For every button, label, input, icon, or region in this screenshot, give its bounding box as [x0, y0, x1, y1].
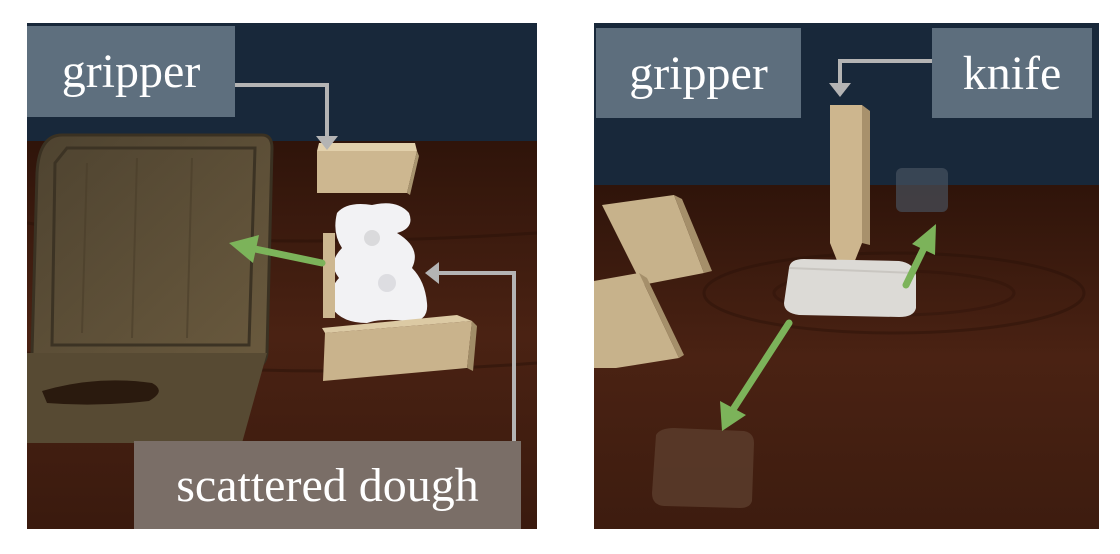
knife	[830, 105, 870, 283]
gripper-blocks-left	[594, 195, 712, 368]
scene-panel-right: gripper knife	[594, 23, 1099, 529]
knife-label: knife	[932, 28, 1092, 118]
dough	[323, 203, 428, 323]
green-motion-arrow-up	[902, 224, 936, 289]
gripper-callout-line	[235, 83, 329, 138]
gripper-block-bottom	[322, 315, 477, 381]
left-scene-image	[27, 23, 537, 529]
cutting-board	[27, 133, 274, 443]
dough-block	[784, 259, 916, 317]
scattered-dough-label: scattered dough	[134, 441, 521, 529]
green-motion-arrow-down	[720, 319, 793, 431]
gripper-callout-arrowhead	[316, 136, 338, 150]
dough-callout-arrowhead	[425, 262, 439, 284]
scene-panel-left: gripper scattered dough	[27, 23, 537, 529]
knife-callout-arrowhead	[829, 83, 851, 97]
green-motion-arrow	[229, 235, 326, 267]
gripper-label: gripper	[596, 28, 801, 118]
dough-piece-cut	[652, 428, 754, 508]
target-cube-ghost	[896, 168, 948, 212]
gripper-label: gripper	[27, 26, 235, 117]
dough-callout-line	[437, 271, 516, 441]
gripper-block-top	[317, 143, 419, 195]
knife-callout-line	[838, 59, 932, 85]
